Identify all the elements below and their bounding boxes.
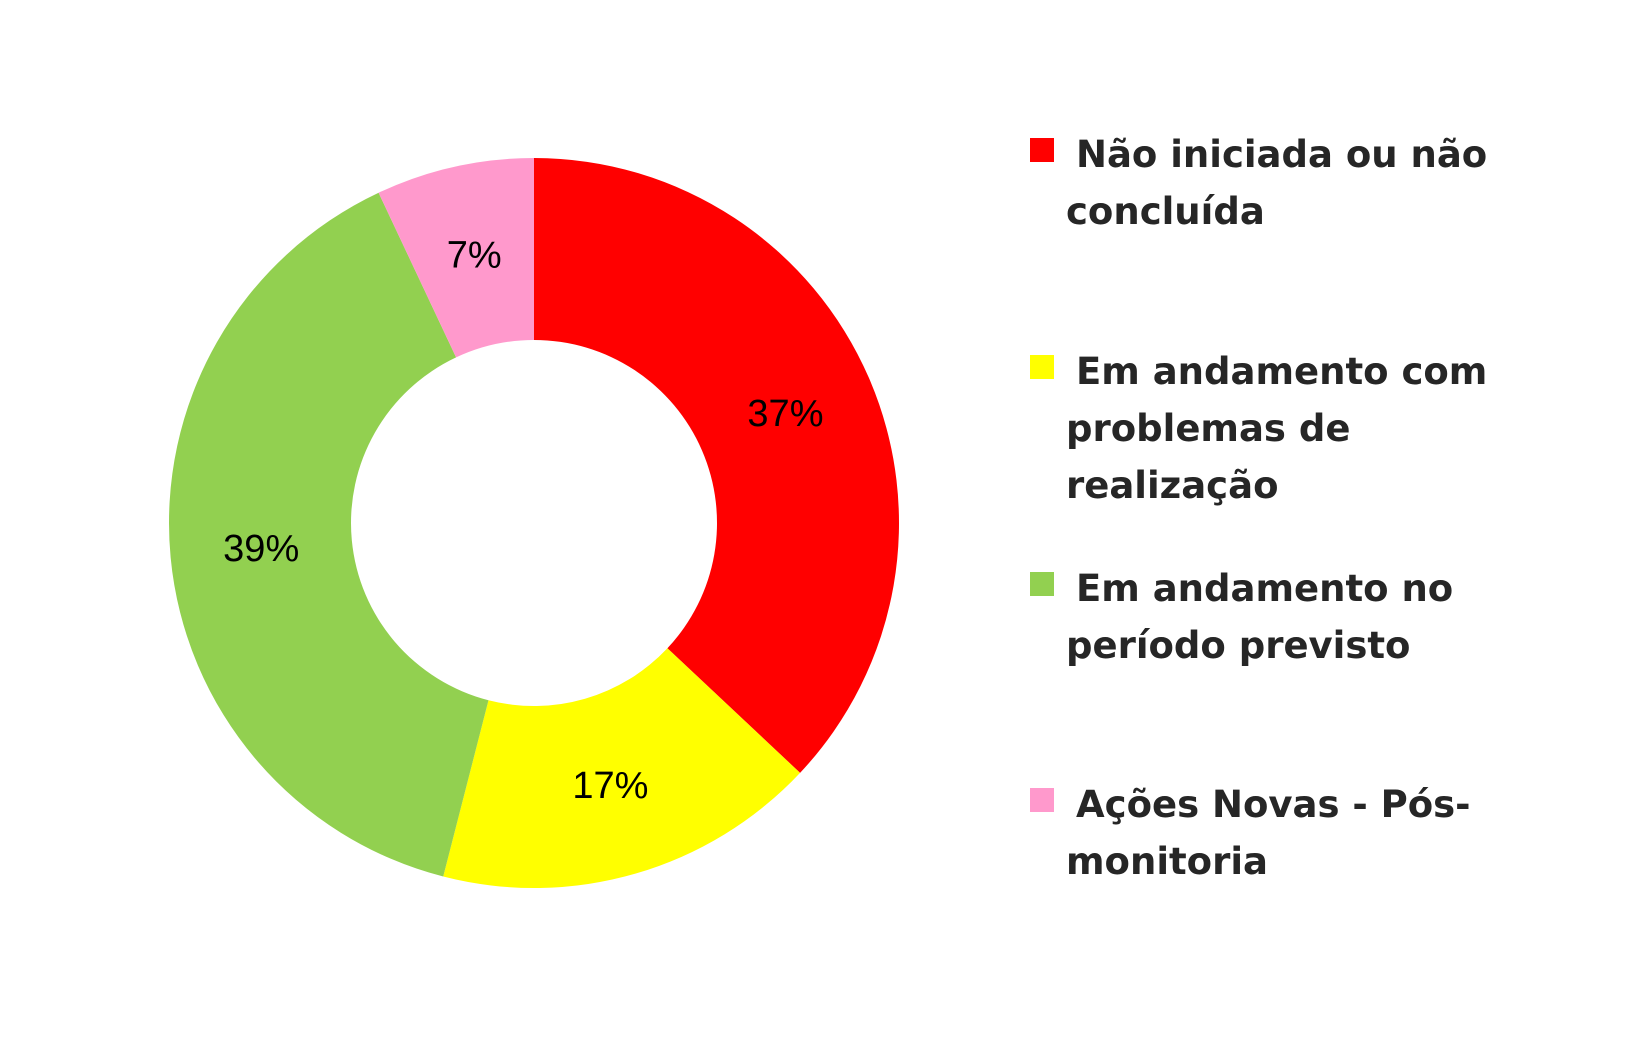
slice-label-1: 37% bbox=[747, 393, 823, 435]
legend-swatch-pink bbox=[1030, 788, 1054, 812]
legend-label: Em andamento no período previsto bbox=[1066, 567, 1454, 667]
slice-label-4: 7% bbox=[447, 235, 502, 277]
donut-slices bbox=[168, 158, 899, 889]
donut-slice-4 bbox=[378, 158, 534, 358]
slice-label-3: 39% bbox=[223, 528, 299, 570]
legend-label: Ações Novas - Pós-monitoria bbox=[1066, 783, 1471, 883]
legend-label: Não iniciada ou não concluída bbox=[1066, 133, 1488, 233]
slice-label-2: 17% bbox=[572, 765, 648, 807]
donut-slice-3 bbox=[168, 192, 489, 877]
legend-swatch-red bbox=[1030, 138, 1054, 162]
legend-swatch-green bbox=[1030, 572, 1054, 596]
legend-swatch-yellow bbox=[1030, 355, 1054, 379]
legend: Não iniciada ou não concluída Em andamen… bbox=[1030, 0, 1590, 1058]
donut-slice-labels: 37% 17% 39% 7% bbox=[223, 235, 823, 808]
legend-label: Em andamento com problemas de realização bbox=[1066, 350, 1488, 507]
donut-slice-2 bbox=[443, 648, 801, 889]
donut-slice-1 bbox=[534, 158, 899, 773]
